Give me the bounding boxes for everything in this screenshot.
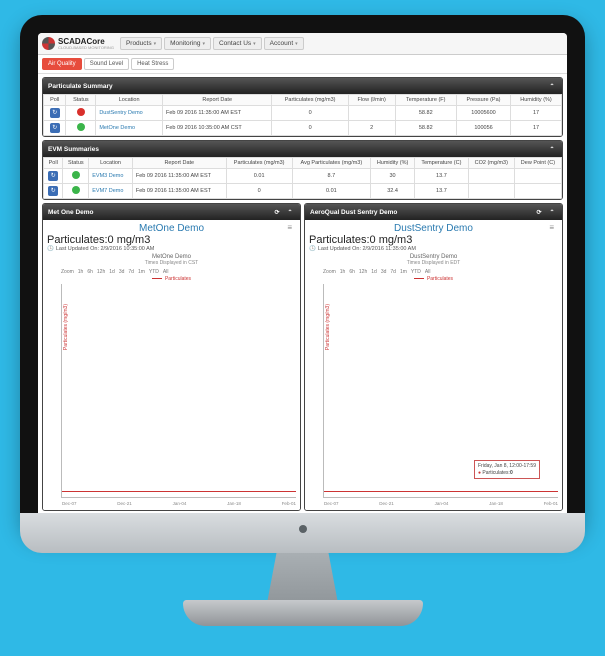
chart-legend: Particulates <box>309 276 558 282</box>
evm-summaries-panel: EVM Summaries ⌃ Poll Status Location Rep… <box>42 140 563 200</box>
clock-icon: 🕒 <box>47 246 54 252</box>
x-axis-ticks: Dec-07Dec-21Jan-04Jan-18Feb-01 <box>324 501 558 506</box>
chart-plot[interactable]: Particulates (mg/m3) Friday, Jan 8, 12:0… <box>323 284 558 498</box>
clock-icon: 🕒 <box>309 246 316 252</box>
y-axis-label: Particulates (mg/m3) <box>325 304 331 350</box>
location-link[interactable]: EVM3 Demo <box>89 169 133 184</box>
collapse-icon[interactable]: ⌃ <box>547 81 557 91</box>
collapse-icon[interactable]: ⌃ <box>547 144 557 154</box>
chart-title: DustSentry Demo <box>309 223 558 234</box>
table-row: ↻ MetOne Demo Feb 09 2016 10:35:00 AM CS… <box>44 121 562 136</box>
location-link[interactable]: EVM7 Demo <box>89 184 133 199</box>
charts-row: Met One Demo ⟳ ⌃ MetOne Demo Particulate… <box>42 203 563 511</box>
refresh-icon[interactable]: ⟳ <box>534 207 544 217</box>
main-nav: Products▾ Monitoring▾ Contact Us▾ Accoun… <box>120 37 304 50</box>
chevron-down-icon: ▾ <box>154 41 157 47</box>
particulate-summary-table: Poll Status Location Report Date Particu… <box>43 94 562 136</box>
status-dot <box>72 186 80 194</box>
location-link[interactable]: DustSentry Demo <box>96 106 163 121</box>
chart-tooltip: Friday, Jan 8, 12:00-17:59 ● Particulate… <box>474 460 540 479</box>
logo-swirl-icon <box>42 37 55 50</box>
nav-contact[interactable]: Contact Us▾ <box>213 37 262 50</box>
table-row: ↻ DustSentry Demo Feb 09 2016 11:35:00 A… <box>44 106 562 121</box>
monitor-bezel: SCADACore CLOUD-BASED MONITORING Product… <box>20 15 585 535</box>
tab-heat-stress[interactable]: Heat Stress <box>131 58 174 70</box>
panel-title: EVM Summaries <box>48 146 99 153</box>
particulate-summary-panel: Particulate Summary ⌃ Poll Status Locati… <box>42 77 563 137</box>
status-dot <box>77 123 85 131</box>
chart-metric: Particulates:0 mg/m3 <box>47 234 296 246</box>
nav-monitoring[interactable]: Monitoring▾ <box>164 37 211 50</box>
chevron-down-icon: ▾ <box>253 41 256 47</box>
zoom-controls[interactable]: Zoom1h6h12h1d3d7d1mYTDAll <box>61 269 296 275</box>
x-axis-ticks: Dec-07Dec-21Jan-04Jan-18Feb-01 <box>62 501 296 506</box>
chart-metric: Particulates:0 mg/m3 <box>309 234 558 246</box>
content-area: Particulate Summary ⌃ Poll Status Locati… <box>38 74 567 514</box>
collapse-icon[interactable]: ⌃ <box>547 207 557 217</box>
chart-menu-icon[interactable]: ≡ <box>549 223 554 232</box>
panel-header: Met One Demo ⟳ ⌃ <box>43 204 300 220</box>
brand-text-wrap: SCADACore CLOUD-BASED MONITORING <box>58 37 114 50</box>
brand-tagline: CLOUD-BASED MONITORING <box>58 46 114 50</box>
dustsentry-chart-panel: AeroQual Dust Sentry Demo ⟳ ⌃ DustSentry… <box>304 203 563 511</box>
status-dot <box>72 171 80 179</box>
screen: SCADACore CLOUD-BASED MONITORING Product… <box>38 33 567 517</box>
tab-air-quality[interactable]: Air Quality <box>42 58 82 70</box>
panel-title: Met One Demo <box>48 209 94 216</box>
chart-timezone: Times Displayed in EDT <box>309 260 558 266</box>
monitor-chin <box>20 513 585 553</box>
location-link[interactable]: MetOne Demo <box>96 121 163 136</box>
poll-button[interactable]: ↻ <box>50 108 60 118</box>
poll-button[interactable]: ↻ <box>50 123 60 133</box>
top-bar: SCADACore CLOUD-BASED MONITORING Product… <box>38 33 567 55</box>
category-tabs: Air Quality Sound Level Heat Stress <box>38 55 567 74</box>
poll-button[interactable]: ↻ <box>48 186 58 196</box>
panel-header: Particulate Summary ⌃ <box>43 78 562 94</box>
y-axis-label: Particulates (mg/m3) <box>63 304 69 350</box>
refresh-icon[interactable]: ⟳ <box>272 207 282 217</box>
panel-title: AeroQual Dust Sentry Demo <box>310 209 397 216</box>
chart-title: MetOne Demo <box>47 223 296 234</box>
last-updated: 🕒Last Updated On: 2/9/2016 11:35:00 AM <box>309 246 558 252</box>
evm-summaries-table: Poll Status Location Report Date Particu… <box>43 157 562 199</box>
zoom-controls[interactable]: Zoom1h6h12h1d3d7d1mYTDAll <box>323 269 558 275</box>
chart-legend: Particulates <box>47 276 296 282</box>
last-updated: 🕒Last Updated On: 2/9/2016 10:35:00 AM <box>47 246 296 252</box>
tab-sound-level[interactable]: Sound Level <box>84 58 129 70</box>
chart-menu-icon[interactable]: ≡ <box>287 223 292 232</box>
collapse-icon[interactable]: ⌃ <box>285 207 295 217</box>
nav-products[interactable]: Products▾ <box>120 37 162 50</box>
brand-logo[interactable]: SCADACore CLOUD-BASED MONITORING <box>42 37 114 50</box>
table-row: ↻ EVM3 Demo Feb 09 2016 11:35:00 AM EST … <box>44 169 562 184</box>
chevron-down-icon: ▾ <box>295 41 298 47</box>
panel-title: Particulate Summary <box>48 83 113 90</box>
poll-button[interactable]: ↻ <box>48 171 58 181</box>
nav-account[interactable]: Account▾ <box>264 37 304 50</box>
panel-header: EVM Summaries ⌃ <box>43 141 562 157</box>
metone-chart-panel: Met One Demo ⟳ ⌃ MetOne Demo Particulate… <box>42 203 301 511</box>
status-dot <box>77 108 85 116</box>
panel-header: AeroQual Dust Sentry Demo ⟳ ⌃ <box>305 204 562 220</box>
monitor-base <box>183 600 423 626</box>
chart-body: DustSentry Demo Particulates:0 mg/m3 🕒La… <box>305 220 562 510</box>
table-row: ↻ EVM7 Demo Feb 09 2016 11:35:00 AM EST … <box>44 184 562 199</box>
chevron-down-icon: ▾ <box>202 41 205 47</box>
chart-body: MetOne Demo Particulates:0 mg/m3 🕒Last U… <box>43 220 300 510</box>
chart-timezone: Times Displayed in CST <box>47 260 296 266</box>
chart-plot[interactable]: Particulates (mg/m3) Dec-07Dec-21Jan-04J… <box>61 284 296 498</box>
